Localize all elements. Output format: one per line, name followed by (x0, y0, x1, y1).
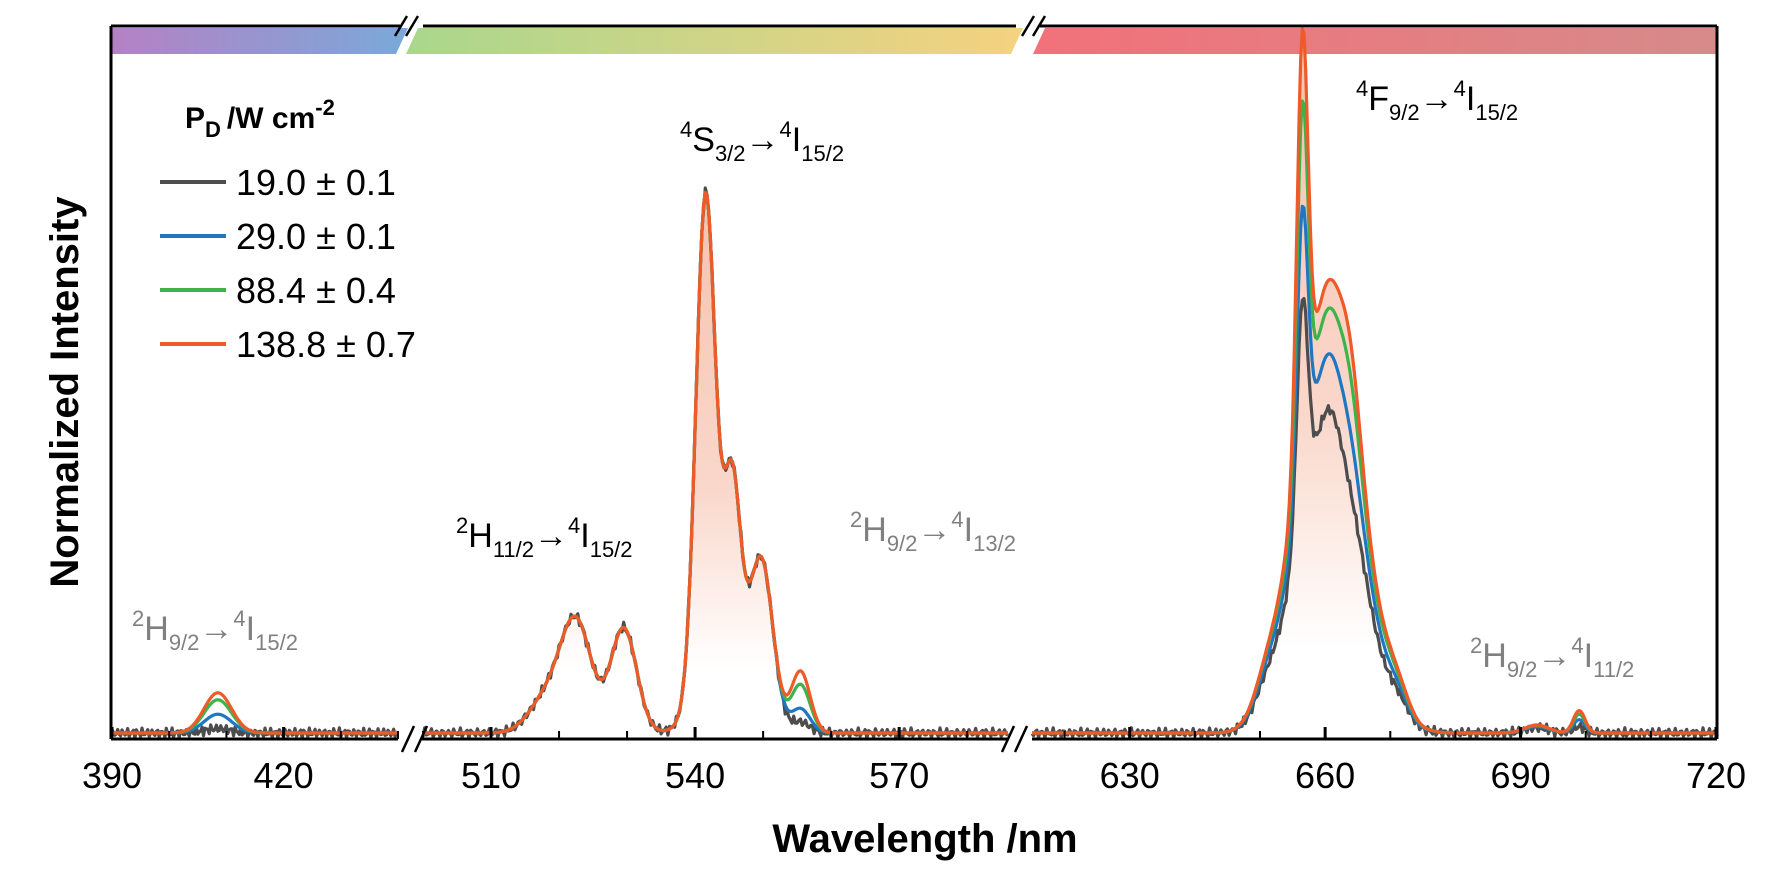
ann4-part-1: H (862, 511, 887, 549)
ann2-part-5: I (580, 517, 589, 555)
green-yellow-band (406, 28, 1023, 54)
x-tick-label-570: 570 (869, 755, 929, 796)
ann5-part-3: → (1420, 80, 1454, 118)
ann5-part-2: 9/2 (1389, 100, 1420, 125)
annotation-4s32-4i152: 4S3/2→4I15/2 (680, 117, 844, 166)
ann2-part-1: H (468, 517, 493, 555)
legend-title-sub: D (205, 117, 221, 142)
ann1-part-2: 9/2 (169, 630, 200, 655)
ann2-part-0: 2 (456, 513, 468, 538)
x-tick-label-540: 540 (665, 755, 725, 796)
ann5-part-0: 4 (1356, 76, 1368, 101)
ann6-part-5: I (1584, 637, 1593, 675)
ann1-part-0: 2 (132, 606, 144, 631)
ann3-part-4: 4 (780, 117, 792, 142)
ann2-part-4: 4 (568, 513, 580, 538)
ann3-part-1: S (692, 121, 715, 159)
y-axis-title: Normalized Intensity (43, 196, 87, 588)
ann2-part-2: 11/2 (493, 537, 534, 562)
ann1-part-1: H (144, 610, 169, 648)
legend: PD/W cm-2 19.0 ± 0.1 29.0 ± 0.1 88.4 ± 0… (160, 95, 416, 365)
annotation-2h112-4i152: 2H11/2→4I15/2 (456, 513, 633, 562)
ann6-part-1: H (1482, 637, 1507, 675)
ann3-part-0: 4 (680, 117, 692, 142)
fill-area-green (423, 192, 1008, 733)
fill-area-layer (423, 29, 1716, 734)
ann4-part-4: 4 (951, 507, 963, 532)
red-band (1033, 28, 1716, 54)
violet-blue-band (112, 28, 408, 54)
x-tick-label-510: 510 (461, 755, 521, 796)
x-axis-title: Wavelength /nm (772, 817, 1077, 861)
ann5-part-6: 15/2 (1475, 100, 1518, 125)
annotation-2h92-4i112: 2H9/2→4I11/2 (1470, 633, 1634, 682)
ann6-part-4: 4 (1571, 633, 1583, 658)
ann1-part-3: → (199, 610, 233, 648)
legend-title-unit: /W cm (227, 102, 315, 135)
ann4-part-5: I (964, 511, 973, 549)
ann5-part-5: I (1466, 80, 1475, 118)
ann4-part-0: 2 (850, 507, 862, 532)
x-tick-label-660: 660 (1295, 755, 1355, 796)
annotation-4f92-4i152: 4F9/2→4I15/2 (1356, 76, 1518, 125)
ann3-part-3: → (746, 121, 780, 159)
ann4-part-6: 13/2 (973, 531, 1016, 556)
x-tick-label-390: 390 (82, 755, 142, 796)
legend-entry-0: 19.0 ± 0.1 (236, 162, 396, 203)
ann1-part-6: 15/2 (255, 630, 298, 655)
axis-break-top-1 (393, 15, 420, 37)
legend-entry-1: 29.0 ± 0.1 (236, 216, 396, 257)
x-tick-label-630: 630 (1100, 755, 1160, 796)
axis-break-bottom-1 (400, 725, 429, 753)
ann1-part-5: I (246, 610, 255, 648)
ann4-part-2: 9/2 (887, 531, 918, 556)
annotation-2h92-4i132: 2H9/2→4I13/2 (850, 507, 1016, 556)
ann3-part-2: 3/2 (715, 141, 746, 166)
ann5-part-1: F (1368, 80, 1389, 118)
ann3-part-6: 15/2 (801, 141, 844, 166)
ann6-part-2: 9/2 (1507, 657, 1538, 682)
annotation-2h92-4i152-violet: 2H9/2→4I15/2 (132, 606, 298, 655)
series-line-138-8 (111, 27, 1716, 735)
ann5-part-4: 4 (1454, 76, 1466, 101)
x-ticks-layer: 390 420 510 540 570 630 660 690 720 (82, 727, 1746, 796)
ann3-part-5: I (792, 121, 801, 159)
x-tick-label-420: 420 (254, 755, 314, 796)
legend-entry-2: 88.4 ± 0.4 (236, 270, 396, 311)
series-lines-layer (110, 27, 1717, 740)
x-tick-label-720: 720 (1686, 755, 1746, 796)
ann2-part-3: → (534, 517, 568, 555)
ann4-part-3: → (917, 511, 951, 549)
legend-entry-3: 138.8 ± 0.7 (236, 324, 416, 365)
legend-title-sup: -2 (315, 95, 335, 120)
legend-title-main: P (185, 102, 205, 135)
axis-break-bottom-2 (1000, 725, 1029, 753)
ann1-part-4: 4 (233, 606, 245, 631)
legend-title: PD/W cm-2 (185, 95, 335, 142)
ann6-part-3: → (1537, 637, 1571, 675)
ann6-part-6: 11/2 (1593, 657, 1634, 682)
ann6-part-0: 2 (1470, 633, 1482, 658)
x-tick-label-690: 690 (1491, 755, 1551, 796)
axis-break-top-2 (1020, 15, 1047, 37)
ann2-part-6: 15/2 (590, 537, 633, 562)
